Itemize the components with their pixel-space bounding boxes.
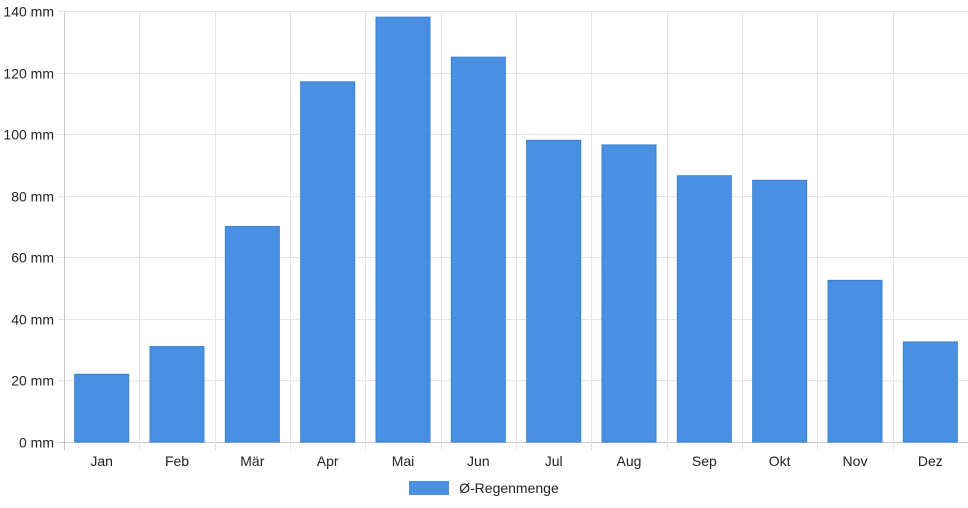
y-tick-label: 20 mm: [11, 373, 54, 389]
legend-label[interactable]: Ø-Regenmenge: [459, 480, 559, 496]
x-tick-label: Mär: [240, 453, 264, 469]
bar-sep[interactable]: [676, 175, 732, 443]
bar-jan[interactable]: [74, 373, 130, 443]
bars: [74, 16, 958, 443]
y-tick-label: 140 mm: [3, 4, 54, 20]
x-tick-label: Feb: [165, 453, 189, 469]
bar-aug[interactable]: [601, 144, 657, 443]
x-tick-label: Jul: [545, 453, 563, 469]
y-axis-ticks: 0 mm 20 mm 40 mm 60 mm 80 mm 100 mm 120 mm 140 …: [3, 4, 54, 451]
bar-mai[interactable]: [375, 16, 431, 443]
legend[interactable]: Ø-Regenmenge: [0, 480, 968, 496]
x-tick-label: Mai: [392, 453, 415, 469]
x-tick-label: Okt: [769, 453, 791, 469]
y-tick-label: 60 mm: [11, 250, 54, 266]
x-tick-label: Jan: [90, 453, 113, 469]
bar-jul[interactable]: [526, 139, 582, 443]
bar-dez[interactable]: [902, 341, 958, 443]
grid: [58, 11, 968, 450]
y-tick-label: 120 mm: [3, 66, 54, 82]
bar-okt[interactable]: [752, 179, 808, 443]
y-tick-label: 80 mm: [11, 189, 54, 205]
y-tick-label: 0 mm: [19, 435, 54, 451]
x-axis-ticks: Jan Feb Mär Apr Mai Jun Jul Aug Sep Okt Nov Dez: [90, 453, 942, 469]
bar-apr[interactable]: [300, 81, 356, 443]
bar-mär[interactable]: [224, 226, 280, 443]
x-tick-label: Jun: [467, 453, 490, 469]
x-tick-label: Dez: [918, 453, 943, 469]
bar-nov[interactable]: [827, 279, 883, 443]
x-tick-label: Apr: [317, 453, 339, 469]
x-tick-label: Aug: [617, 453, 642, 469]
x-tick-label: Nov: [843, 453, 868, 469]
legend-swatch[interactable]: [409, 481, 450, 495]
y-tick-label: 100 mm: [3, 127, 54, 143]
bar-feb[interactable]: [149, 346, 205, 443]
y-tick-label: 40 mm: [11, 312, 54, 328]
x-tick-label: Sep: [692, 453, 717, 469]
bar-jun[interactable]: [450, 56, 506, 443]
